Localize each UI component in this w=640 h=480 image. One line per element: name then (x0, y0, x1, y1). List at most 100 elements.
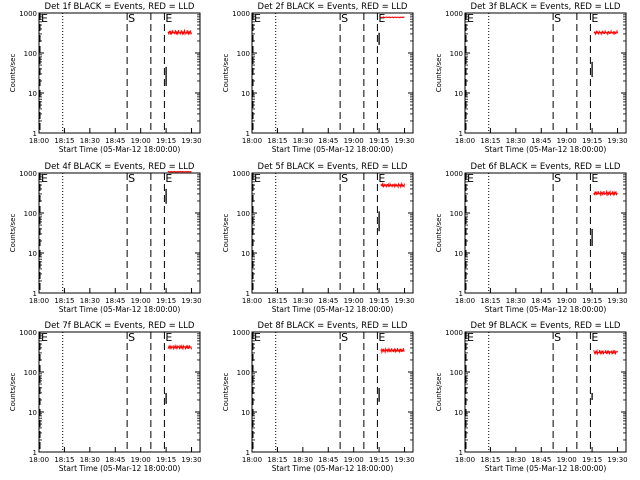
plot-frame (251, 172, 414, 294)
x-tick-label: 18:30 (80, 456, 100, 464)
x-tick-label: 18:45 (105, 456, 125, 464)
y-tick-label: 10 (241, 250, 250, 258)
y-tick-label: 10 (28, 90, 37, 98)
y-axis-label: Counts/sec (222, 54, 230, 93)
marker-label: E (254, 172, 261, 185)
marker-label: S (128, 12, 135, 25)
y-tick-label: 1000 (445, 10, 463, 18)
marker-label: E (165, 172, 172, 185)
x-tick-label: 18:00 (455, 137, 475, 145)
x-tick-label: 19:30 (181, 297, 201, 305)
marker-label: E (41, 331, 48, 344)
x-tick-label: 18:30 (80, 297, 100, 305)
marker-label: S (554, 172, 561, 185)
y-tick-label: 1 (459, 290, 463, 298)
x-axis-label: Start Time (05-Mar-12 18:00:00) (272, 305, 394, 314)
x-axis-label: Start Time (05-Mar-12 18:00:00) (485, 464, 607, 473)
marker-label: E (254, 12, 261, 25)
y-tick-label: 1000 (232, 329, 250, 337)
x-tick-label: 18:15 (54, 456, 74, 464)
marker-label: E (591, 172, 598, 185)
x-tick-label: 18:15 (267, 137, 287, 145)
y-tick-label: 1000 (232, 170, 250, 178)
x-tick-label: 18:45 (105, 297, 125, 305)
x-tick-label: 19:15 (156, 456, 176, 464)
series-lld-line (167, 170, 192, 173)
x-tick-label: 19:15 (582, 297, 602, 305)
panel-title: Det 8f BLACK = Events, RED = LLD (258, 321, 408, 331)
y-tick-label: 100 (450, 369, 463, 377)
marker-label: S (341, 12, 348, 25)
y-tick-label: 1 (246, 290, 250, 298)
marker-label: E (378, 172, 385, 185)
y-axis-label: Counts/sec (222, 214, 230, 253)
marker-label: E (165, 331, 172, 344)
panel-title: Det 7f BLACK = Events, RED = LLD (45, 321, 195, 331)
marker-label: S (554, 12, 561, 25)
panel-title: Det 3f BLACK = Events, RED = LLD (471, 2, 621, 12)
y-tick-label: 100 (24, 210, 37, 218)
y-axis-label: Counts/sec (9, 54, 17, 93)
x-tick-label: 19:30 (607, 137, 627, 145)
x-tick-label: 18:15 (54, 137, 74, 145)
marker-label: E (41, 12, 48, 25)
y-tick-label: 100 (237, 369, 250, 377)
x-tick-label: 18:00 (29, 137, 49, 145)
y-axis-label: Counts/sec (435, 373, 443, 412)
x-tick-label: 18:00 (242, 456, 262, 464)
y-tick-label: 100 (450, 50, 463, 58)
x-tick-label: 19:30 (394, 137, 414, 145)
y-tick-label: 1000 (445, 170, 463, 178)
x-tick-label: 18:00 (455, 297, 475, 305)
x-tick-label: 19:30 (181, 456, 201, 464)
x-axis-label: Start Time (05-Mar-12 18:00:00) (59, 305, 181, 314)
x-tick-label: 19:15 (582, 137, 602, 145)
marker-label: E (165, 12, 172, 25)
marker-label: E (378, 331, 385, 344)
y-tick-label: 1 (33, 290, 37, 298)
y-tick-label: 1 (246, 449, 250, 457)
x-tick-label: 18:30 (293, 297, 313, 305)
y-tick-label: 100 (450, 210, 463, 218)
marker-label: E (467, 172, 474, 185)
x-tick-label: 19:15 (369, 456, 389, 464)
x-tick-label: 19:00 (344, 456, 364, 464)
panel-title: Det 1f BLACK = Events, RED = LLD (45, 2, 195, 12)
x-tick-label: 19:00 (344, 137, 364, 145)
x-tick-label: 18:15 (267, 456, 287, 464)
panel-title: Det 5f BLACK = Events, RED = LLD (258, 162, 408, 172)
x-tick-label: 18:30 (293, 137, 313, 145)
x-tick-label: 18:45 (318, 297, 338, 305)
plot-frame (464, 12, 627, 134)
x-tick-label: 19:00 (344, 297, 364, 305)
x-tick-label: 19:00 (557, 137, 577, 145)
x-tick-label: 19:15 (369, 297, 389, 305)
series-lld-line (167, 343, 192, 351)
x-tick-label: 18:15 (480, 137, 500, 145)
marker-label: E (591, 331, 598, 344)
series-lld-line (593, 189, 618, 197)
x-tick-label: 19:30 (394, 297, 414, 305)
x-tick-label: 19:15 (582, 456, 602, 464)
y-tick-label: 10 (454, 250, 463, 258)
x-tick-label: 19:00 (557, 456, 577, 464)
x-tick-label: 18:45 (105, 137, 125, 145)
series-lld-line (380, 346, 405, 355)
x-tick-label: 18:30 (293, 456, 313, 464)
y-tick-label: 1000 (19, 329, 37, 337)
panel-title: Det 9f BLACK = Events, RED = LLD (471, 321, 621, 331)
plot-frame (464, 172, 627, 294)
y-tick-label: 1 (459, 130, 463, 138)
series-lld-line (380, 181, 405, 189)
series-lld-line (380, 16, 405, 19)
y-axis-label: Counts/sec (222, 373, 230, 412)
x-tick-label: 18:15 (480, 297, 500, 305)
plot-frame (464, 331, 627, 453)
x-tick-label: 19:30 (607, 456, 627, 464)
